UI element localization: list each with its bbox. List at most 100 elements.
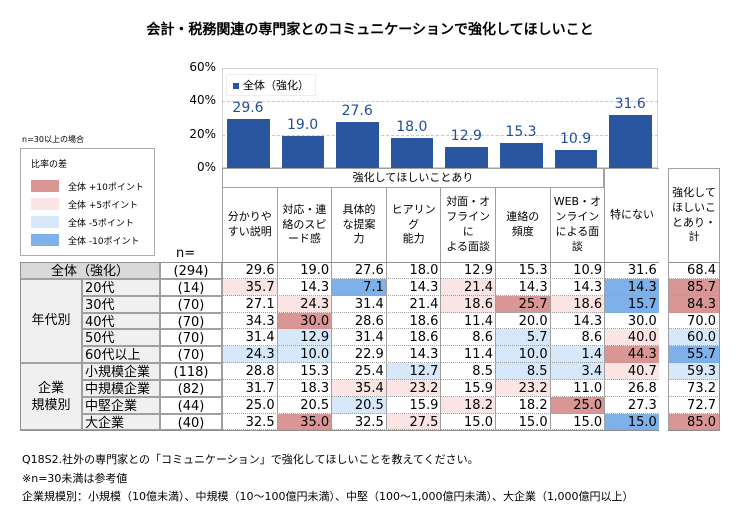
bar bbox=[445, 146, 488, 168]
legend-swatch bbox=[31, 234, 59, 246]
column-header: 対面・オ フラインに よる面談 bbox=[440, 187, 496, 263]
table-cell: 32.5 bbox=[331, 413, 387, 431]
group-header: 強化してほしいことあり bbox=[222, 168, 604, 188]
gridline bbox=[222, 134, 658, 136]
table-cell: 25.4 bbox=[331, 363, 387, 380]
y-tick-label: 40% bbox=[189, 93, 216, 108]
table-cell: 31.4 bbox=[331, 329, 387, 347]
header-line: すい説明 bbox=[227, 225, 272, 238]
table-cell: 35.0 bbox=[276, 413, 333, 431]
table-cell: 32.5 bbox=[222, 413, 278, 431]
legend-swatch bbox=[31, 180, 59, 192]
table-cell: 15.0 bbox=[604, 413, 660, 431]
row-label: 40代 bbox=[82, 312, 160, 330]
table-cell: 31.4 bbox=[222, 329, 278, 347]
question-note: Q18S2.社外の専門家との「コミュニケーション」で強化してほしいことを教えてく… bbox=[22, 453, 479, 466]
total-column-header: 強化して ほしいこ とあり・計 bbox=[668, 168, 720, 263]
diff-legend-item: 全体 -5ポイント bbox=[31, 215, 134, 229]
row-n: (118) bbox=[160, 363, 222, 380]
table-cell: 11.0 bbox=[549, 379, 606, 397]
table-cell: 15.9 bbox=[440, 379, 496, 397]
bar-value-label: 15.3 bbox=[505, 123, 537, 140]
header-line: 談 bbox=[571, 239, 583, 253]
table-cell: 8.5 bbox=[495, 363, 551, 380]
table-cell: 3.4 bbox=[549, 363, 606, 380]
header-line: 対面・オ bbox=[446, 195, 491, 209]
legend-label: 全体 +5ポイント bbox=[68, 200, 139, 211]
table-cell: 22.9 bbox=[331, 346, 387, 364]
header-line: な提案 bbox=[342, 217, 376, 231]
table-cell: 21.4 bbox=[440, 278, 496, 296]
table-cell: 23.2 bbox=[385, 379, 442, 397]
row-label: 20代 bbox=[82, 278, 160, 296]
header-line: 力 bbox=[353, 232, 365, 246]
table-cell: 14.3 bbox=[549, 312, 606, 330]
diff-legend: 比率の差 全体 +10ポイント 全体 +5ポイント 全体 -5ポイント 全体 -10ポ… bbox=[20, 148, 155, 256]
table-cell-total: 55.7 bbox=[668, 346, 720, 364]
table-cell: 18.6 bbox=[549, 295, 606, 313]
row-label: 大企業 bbox=[82, 413, 160, 431]
table-cell: 24.3 bbox=[276, 295, 333, 313]
table-cell-total: 59.3 bbox=[668, 363, 720, 380]
header-line: ード感 bbox=[287, 232, 321, 246]
table-cell: 44.3 bbox=[604, 346, 660, 364]
table-cell: 7.1 bbox=[331, 278, 387, 296]
table-cell: 26.8 bbox=[604, 379, 660, 397]
table-cell: 18.2 bbox=[495, 396, 551, 414]
table-cell: 18.6 bbox=[385, 312, 442, 330]
table-cell: 31.7 bbox=[222, 379, 278, 397]
table-cell: 15.7 bbox=[604, 295, 660, 313]
bar-value-label: 10.9 bbox=[560, 130, 592, 147]
bar-value-label: 12.9 bbox=[450, 127, 482, 144]
diff-legend-title: 比率の差 bbox=[31, 160, 68, 170]
table-cell: 15.0 bbox=[440, 413, 496, 431]
group-label-line: 企業 bbox=[37, 380, 64, 396]
row-label: 60代以上 bbox=[82, 346, 160, 363]
table-cell: 18.0 bbox=[385, 262, 442, 279]
diff-legend-item: 全体 -10ポイント bbox=[31, 233, 140, 247]
header-line: 絡のスピ bbox=[282, 217, 327, 231]
table-cell: 14.3 bbox=[549, 278, 606, 296]
header-line: 連絡の bbox=[506, 210, 540, 224]
table-cell: 12.9 bbox=[276, 329, 333, 347]
size-note: 企業規模別：小規模（10億未満）、中規模（10～100億円未満）、中堅（100～… bbox=[22, 490, 634, 503]
row-n: (70) bbox=[160, 295, 222, 313]
header-line: による面 bbox=[555, 225, 600, 238]
header-line: WEB・オ bbox=[553, 195, 602, 209]
plot-area bbox=[222, 68, 658, 168]
table-cell: 30.0 bbox=[276, 312, 333, 330]
bar-value-label: 27.6 bbox=[341, 103, 373, 119]
bar-value-label: 19.0 bbox=[287, 117, 319, 134]
header-line: ンライン bbox=[555, 210, 600, 224]
table-cell: 28.8 bbox=[222, 363, 278, 380]
row-label: 中堅企業 bbox=[82, 396, 160, 414]
table-cell: 28.6 bbox=[331, 312, 387, 330]
table-cell: 40.0 bbox=[604, 329, 660, 347]
table-cell: 8.5 bbox=[440, 363, 496, 380]
diff-legend-item: 全体 +10ポイント bbox=[31, 179, 144, 193]
header-line: ほしいこ bbox=[672, 200, 716, 214]
table-cell: 1.4 bbox=[549, 346, 606, 364]
table-cell: 23.2 bbox=[495, 379, 551, 397]
table-cell: 19.0 bbox=[276, 262, 333, 279]
legend-label: 全体 -10ポイント bbox=[68, 236, 140, 247]
table-cell: 27.3 bbox=[604, 396, 660, 414]
legend-label: 全体（強化） bbox=[243, 79, 309, 92]
header-line: フラインに bbox=[446, 210, 491, 238]
legend-swatch bbox=[31, 198, 59, 210]
table-cell: 10.0 bbox=[495, 346, 551, 364]
row-n: (40) bbox=[160, 413, 222, 431]
table-cell: 27.1 bbox=[222, 295, 278, 313]
table-cell: 15.0 bbox=[495, 413, 551, 431]
legend-label: 全体 +10ポイント bbox=[68, 182, 144, 193]
table-cell-total: 60.0 bbox=[668, 329, 720, 347]
header-line: 具体的 bbox=[342, 202, 376, 216]
row-n: (70) bbox=[160, 312, 222, 330]
table-cell: 31.6 bbox=[604, 262, 660, 279]
table-cell: 15.9 bbox=[385, 396, 442, 414]
legend-label: 全体 -5ポイント bbox=[68, 218, 134, 229]
table-cell-total: 73.2 bbox=[668, 379, 720, 397]
bar bbox=[500, 142, 543, 168]
row-n: (14) bbox=[160, 278, 222, 296]
table-cell: 15.0 bbox=[549, 413, 606, 431]
